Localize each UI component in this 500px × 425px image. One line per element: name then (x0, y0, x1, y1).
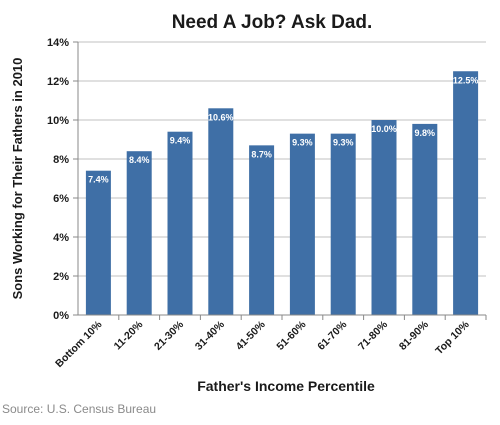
y-tick-label: 12% (47, 76, 69, 88)
y-tick-label: 0% (53, 310, 69, 322)
bar (126, 151, 152, 315)
data-label: 9.8% (415, 128, 436, 138)
y-tick-label: 6% (53, 193, 69, 205)
bar (208, 108, 234, 315)
bar (330, 133, 356, 315)
data-label: 10.6% (208, 112, 234, 122)
source-note: Source: U.S. Census Bureau (2, 402, 157, 416)
y-axis-ticks: 0% 2% 4% 6% 8% 10% 12% 14% (47, 37, 78, 322)
data-label: 9.3% (333, 138, 354, 148)
x-tick-label: 71-80% (356, 318, 391, 353)
data-label: 9.3% (292, 138, 313, 148)
x-tick-label: 81-90% (397, 318, 432, 353)
bars: 7.4% 8.4% 9.4% 10.6% 8.7% 9.3% 9.3% 10.0% 9.8% 12… (85, 71, 479, 316)
x-tick-label: 31-40% (193, 318, 228, 353)
y-tick-label: 4% (53, 232, 69, 244)
x-tick-label: 61-70% (315, 318, 350, 353)
bar (412, 123, 438, 316)
data-label: 9.4% (170, 136, 191, 146)
y-tick-label: 14% (47, 37, 69, 49)
bar (289, 133, 315, 315)
bar-chart: Need A Job? Ask Dad. 0% 2% 4% 6% 8% 10% 12% 14%… (10, 12, 487, 394)
y-tick-label: 10% (47, 115, 69, 127)
data-label: 7.4% (88, 175, 109, 185)
chart-title: Need A Job? Ask Dad. (172, 12, 373, 33)
x-tick-label: 21-30% (152, 318, 187, 353)
data-label: 8.4% (129, 155, 150, 165)
x-tick-label: Top 10% (433, 318, 472, 357)
x-tick-label: 41-50% (234, 318, 269, 353)
x-axis-ticks: Bottom 10% 11-20% 21-30% 31-40% 41-50% 51-60%… (53, 315, 487, 370)
bar (249, 145, 275, 315)
y-axis-label: Sons Working for Their Fathers in 2010 (10, 58, 25, 300)
data-label: 10.0% (371, 124, 397, 134)
x-tick-label: Bottom 10% (53, 318, 105, 370)
x-tick-label: 11-20% (112, 318, 146, 352)
bar (371, 120, 397, 315)
y-tick-label: 2% (53, 271, 69, 283)
data-label: 8.7% (251, 149, 272, 159)
y-tick-label: 8% (53, 154, 69, 166)
x-axis-label: Father's Income Percentile (197, 378, 375, 394)
x-tick-label: 51-60% (274, 318, 309, 353)
bar (453, 71, 479, 315)
data-label: 12.5% (453, 75, 479, 85)
bar (167, 131, 193, 315)
bar (85, 170, 111, 315)
